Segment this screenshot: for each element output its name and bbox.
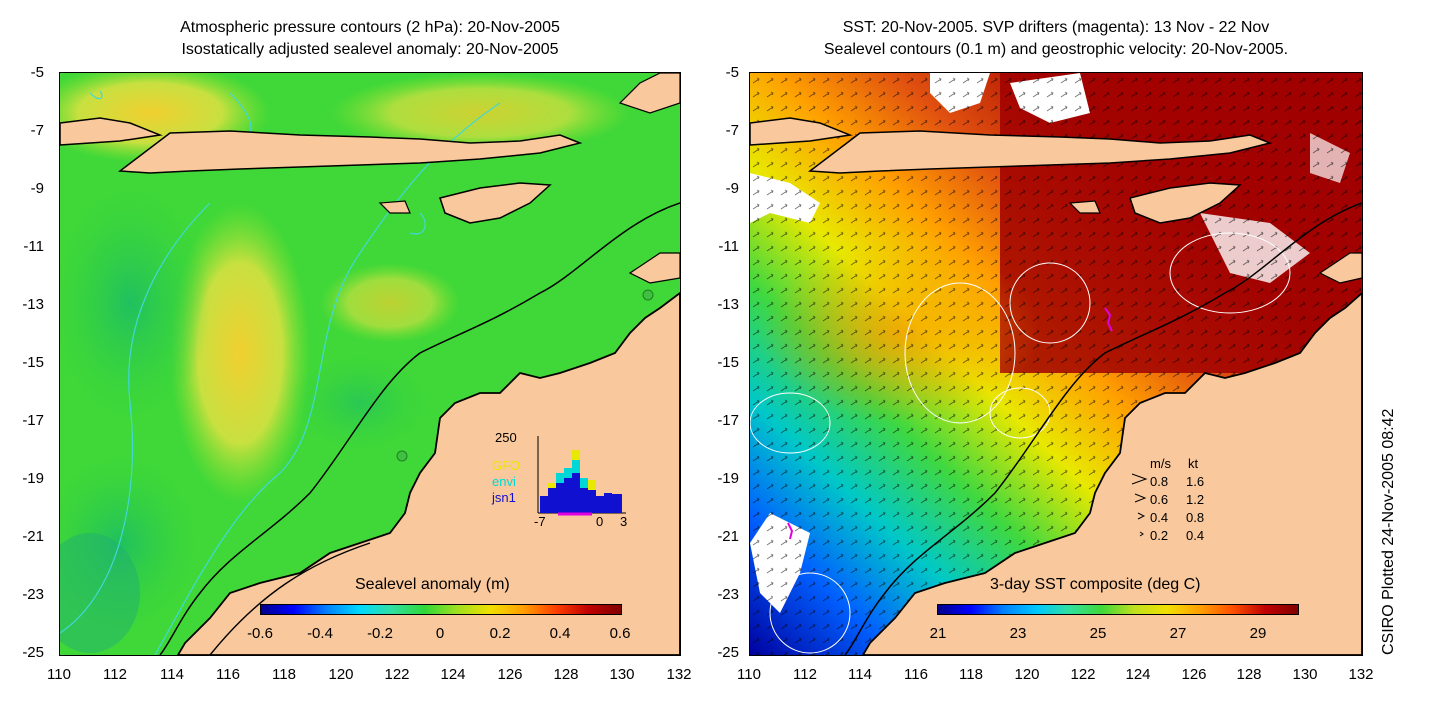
inset-legend-jsn1: jsn1 — [492, 490, 516, 505]
left-ytick-7: -19 — [22, 470, 44, 487]
velocity-legend-header-ms: m/s — [1150, 456, 1171, 471]
left-xtick-6: 122 — [384, 666, 410, 683]
left-ytick-1: -7 — [30, 122, 44, 139]
sealevel-anomaly-map — [60, 73, 680, 655]
left-xtick-4: 118 — [272, 666, 296, 683]
left-ytick-9: -23 — [22, 586, 44, 603]
left-ytick-4: -13 — [22, 296, 44, 313]
altimeter-inset: 250 — [480, 428, 630, 538]
left-xtick-3: 116 — [216, 666, 240, 683]
left-cb-tick-2: -0.2 — [367, 625, 393, 642]
left-colorbar — [260, 604, 622, 615]
right-xtick-1: 112 — [793, 666, 817, 683]
right-ytick-7: -19 — [717, 470, 739, 487]
right-cb-tick-3: 27 — [1169, 625, 1187, 642]
right-cb-tick-4: 29 — [1249, 625, 1267, 642]
left-xtick-9: 128 — [553, 666, 579, 683]
right-xtick-3: 116 — [904, 666, 928, 683]
australia-land — [861, 291, 1362, 655]
right-xtick-5: 120 — [1014, 666, 1040, 683]
left-cb-tick-1: -0.4 — [307, 625, 333, 642]
right-ytick-0: -5 — [725, 64, 739, 81]
right-cb-tick-2: 25 — [1089, 625, 1107, 642]
left-xtick-8: 126 — [497, 666, 523, 683]
velocity-kt-3: 0.4 — [1186, 528, 1205, 543]
right-xtick-6: 122 — [1070, 666, 1096, 683]
left-ytick-8: -21 — [22, 528, 44, 545]
right-ytick-10: -25 — [717, 644, 739, 661]
right-title-line2: Sealevel contours (0.1 m) and geostrophi… — [823, 41, 1289, 58]
velocity-legend: m/s kt 0.8 1.6 0.6 1.2 0.4 0.8 0.2 0.4 — [1130, 456, 1250, 546]
right-ytick-5: -15 — [717, 354, 739, 371]
right-ytick-1: -7 — [725, 122, 739, 139]
left-xtick-10: 130 — [609, 666, 635, 683]
inset-histogram — [537, 436, 626, 516]
left-cb-tick-6: 0.6 — [609, 625, 631, 642]
right-ytick-3: -11 — [718, 238, 739, 255]
left-ytick-5: -15 — [22, 354, 44, 371]
velocity-kt-2: 0.8 — [1186, 510, 1205, 525]
left-xtick-7: 124 — [440, 666, 466, 683]
left-ytick-3: -11 — [23, 238, 44, 255]
velocity-kt-0: 1.6 — [1186, 474, 1205, 489]
left-cb-tick-4: 0.2 — [489, 625, 511, 642]
inset-legend-gfo: GFO — [492, 458, 521, 473]
inset-legend-envi: envi — [492, 474, 516, 489]
left-xtick-11: 132 — [666, 666, 692, 683]
left-xtick-2: 114 — [160, 666, 184, 683]
velocity-legend-arrows — [1131, 473, 1148, 537]
drifter-track-1 — [1104, 307, 1113, 332]
histogram-bars — [540, 450, 622, 516]
right-xtick-4: 118 — [959, 666, 983, 683]
right-cb-tick-1: 23 — [1009, 625, 1027, 642]
right-xtick-0: 110 — [737, 666, 761, 683]
velocity-ms-1: 0.6 — [1150, 492, 1169, 507]
velocity-ms-3: 0.2 — [1150, 528, 1169, 543]
left-ytick-10: -25 — [22, 644, 44, 661]
sst-map — [750, 73, 1362, 655]
left-title-line2: Isostatically adjusted sealevel anomaly:… — [181, 41, 559, 58]
left-title-line1: Atmospheric pressure contours (2 hPa): 2… — [180, 19, 560, 36]
right-ytick-2: -9 — [725, 180, 739, 197]
left-ytick-6: -17 — [22, 412, 44, 429]
australia-land — [176, 291, 680, 655]
left-cb-tick-3: 0 — [435, 625, 445, 642]
inset-x-label-min: -7 — [534, 514, 546, 529]
right-colorbar — [937, 604, 1299, 615]
right-map: m/s kt 0.8 1.6 0.6 1.2 0.4 0.8 0.2 0.4 3… — [749, 72, 1363, 656]
velocity-ms-0: 0.8 — [1150, 474, 1169, 489]
right-ytick-9: -23 — [717, 586, 739, 603]
inset-x-label-max: 3 — [620, 514, 628, 529]
right-title-line1: SST: 20-Nov-2005. SVP drifters (magenta)… — [842, 19, 1270, 36]
right-xtick-7: 124 — [1125, 666, 1151, 683]
inset-x-label-zero: 0 — [596, 514, 604, 529]
velocity-ms-2: 0.4 — [1150, 510, 1169, 525]
right-xtick-10: 130 — [1292, 666, 1318, 683]
left-cb-tick-5: 0.4 — [549, 625, 571, 642]
left-colorbar-title: Sealevel anomaly (m) — [355, 576, 510, 593]
right-ytick-8: -21 — [717, 528, 739, 545]
velocity-legend-header-kt: kt — [1188, 456, 1199, 471]
sealevel-contours — [750, 232, 1291, 654]
indonesian-islands — [60, 117, 163, 146]
left-xtick-0: 110 — [47, 666, 71, 683]
right-ytick-4: -13 — [717, 296, 739, 313]
right-xtick-2: 114 — [848, 666, 872, 683]
right-cb-tick-0: 21 — [929, 625, 947, 642]
velocity-kt-1: 1.2 — [1186, 492, 1205, 507]
right-xtick-11: 132 — [1348, 666, 1374, 683]
plot-credit: CSIRO Plotted 24-Nov-2005 08:42 — [1380, 408, 1397, 655]
right-colorbar-title: 3-day SST composite (deg C) — [990, 576, 1201, 593]
left-xtick-1: 112 — [103, 666, 127, 683]
inset-ymax-label: 250 — [495, 430, 517, 445]
left-map: 250 — [59, 72, 681, 656]
left-ytick-2: -9 — [30, 180, 44, 197]
right-xtick-9: 128 — [1236, 666, 1262, 683]
left-cb-tick-0: -0.6 — [247, 625, 273, 642]
left-ytick-0: -5 — [30, 64, 44, 81]
right-ytick-6: -17 — [717, 412, 739, 429]
right-xtick-8: 126 — [1181, 666, 1207, 683]
drifter-track-2 — [787, 522, 794, 540]
left-xtick-5: 120 — [328, 666, 354, 683]
